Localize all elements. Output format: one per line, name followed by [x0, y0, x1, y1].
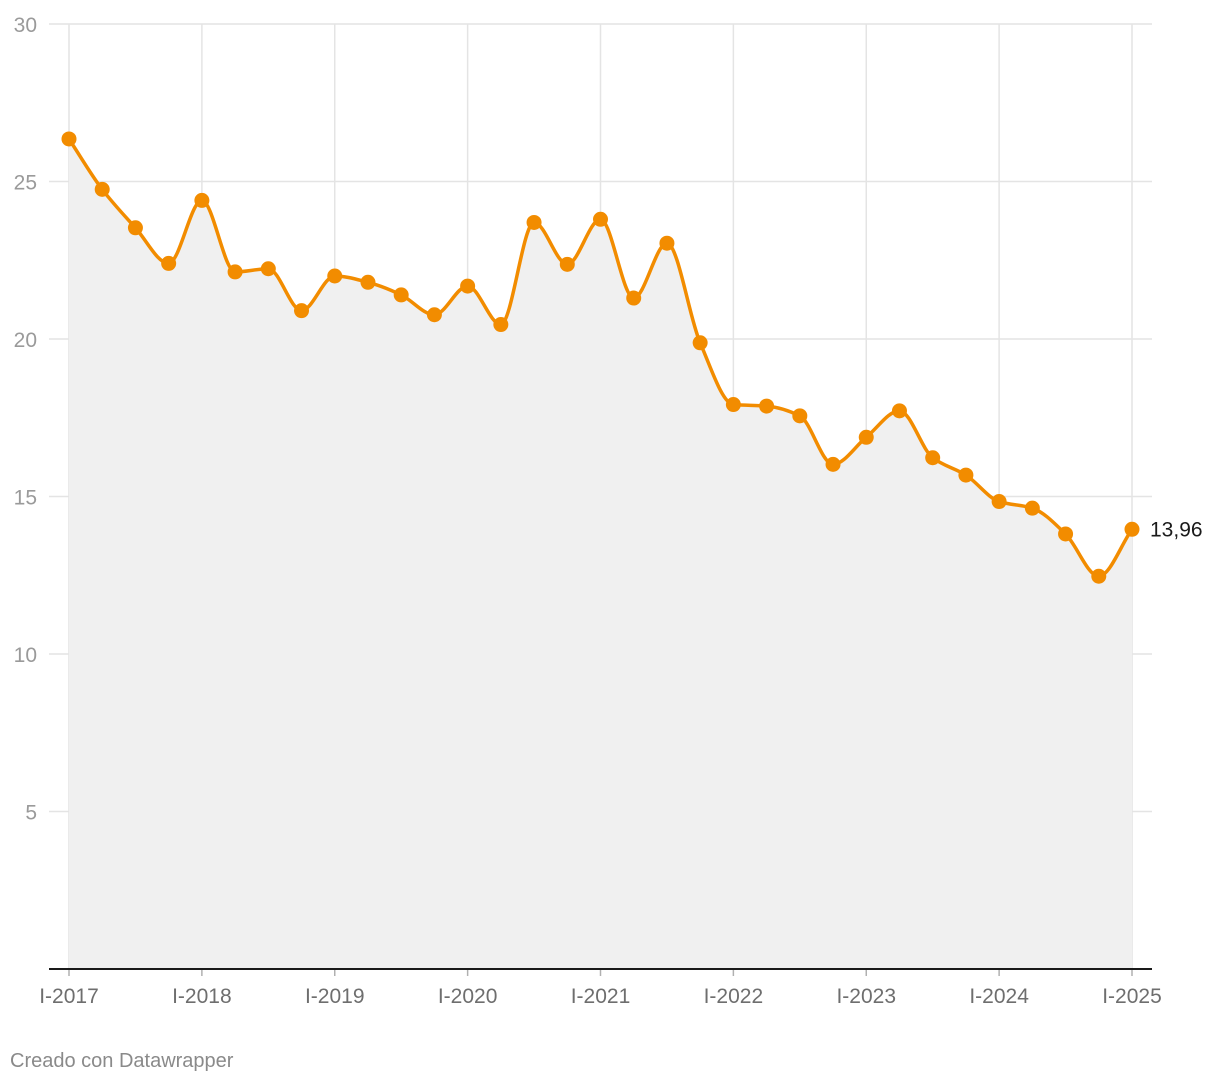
x-tick-label: I-2025 — [1102, 985, 1162, 1008]
y-tick-label: 30 — [14, 14, 37, 37]
points-layer — [61, 131, 1140, 584]
x-tick-label: I-2020 — [438, 985, 498, 1008]
x-tick-label: I-2019 — [305, 985, 365, 1008]
data-point — [858, 429, 874, 445]
x-tick-label: I-2022 — [704, 985, 764, 1008]
data-point — [161, 255, 177, 271]
data-point — [260, 261, 276, 277]
data-point — [792, 408, 808, 424]
data-point — [659, 235, 675, 251]
data-point — [393, 287, 409, 303]
y-tick-label: 5 — [25, 802, 37, 825]
data-point — [692, 335, 708, 351]
data-point — [925, 450, 941, 466]
data-point — [61, 131, 77, 147]
data-point — [294, 303, 310, 319]
data-point — [460, 278, 476, 294]
y-tick-label: 10 — [14, 644, 37, 667]
data-point — [958, 467, 974, 483]
area-fill — [69, 138, 1132, 970]
x-tick-label: I-2017 — [39, 985, 99, 1008]
y-tick-label: 15 — [14, 487, 37, 510]
data-point — [360, 274, 376, 290]
data-point — [194, 192, 210, 208]
data-point — [825, 456, 841, 472]
data-point — [526, 214, 542, 230]
data-point — [426, 307, 442, 323]
data-point — [991, 494, 1007, 510]
data-point — [1091, 568, 1107, 584]
data-point — [559, 256, 575, 272]
end-value-label: 13,96 — [1150, 518, 1203, 541]
x-tick-label: I-2023 — [836, 985, 896, 1008]
data-point — [1124, 521, 1140, 537]
data-point — [759, 398, 775, 414]
data-point — [493, 317, 509, 333]
data-point — [1024, 500, 1040, 516]
data-point — [626, 290, 642, 306]
data-point — [127, 220, 143, 236]
data-point — [891, 403, 907, 419]
y-tick-label: 20 — [14, 329, 37, 352]
x-tick-label: I-2018 — [172, 985, 232, 1008]
data-point — [327, 268, 343, 284]
y-tick-label: 25 — [14, 172, 37, 195]
x-tick-label: I-2021 — [571, 985, 631, 1008]
data-point — [725, 397, 741, 413]
data-point — [593, 211, 608, 227]
data-point — [227, 264, 243, 280]
data-point — [94, 181, 110, 197]
data-point — [1058, 526, 1074, 542]
labels-layer: 5 10 15 20 25 30 I-2017 I-2018 I-2019 I-2020 I-202… — [14, 14, 1203, 1008]
credit-text: Creado con Datawrapper — [10, 1050, 234, 1072]
x-tick-label: I-2024 — [969, 985, 1029, 1008]
